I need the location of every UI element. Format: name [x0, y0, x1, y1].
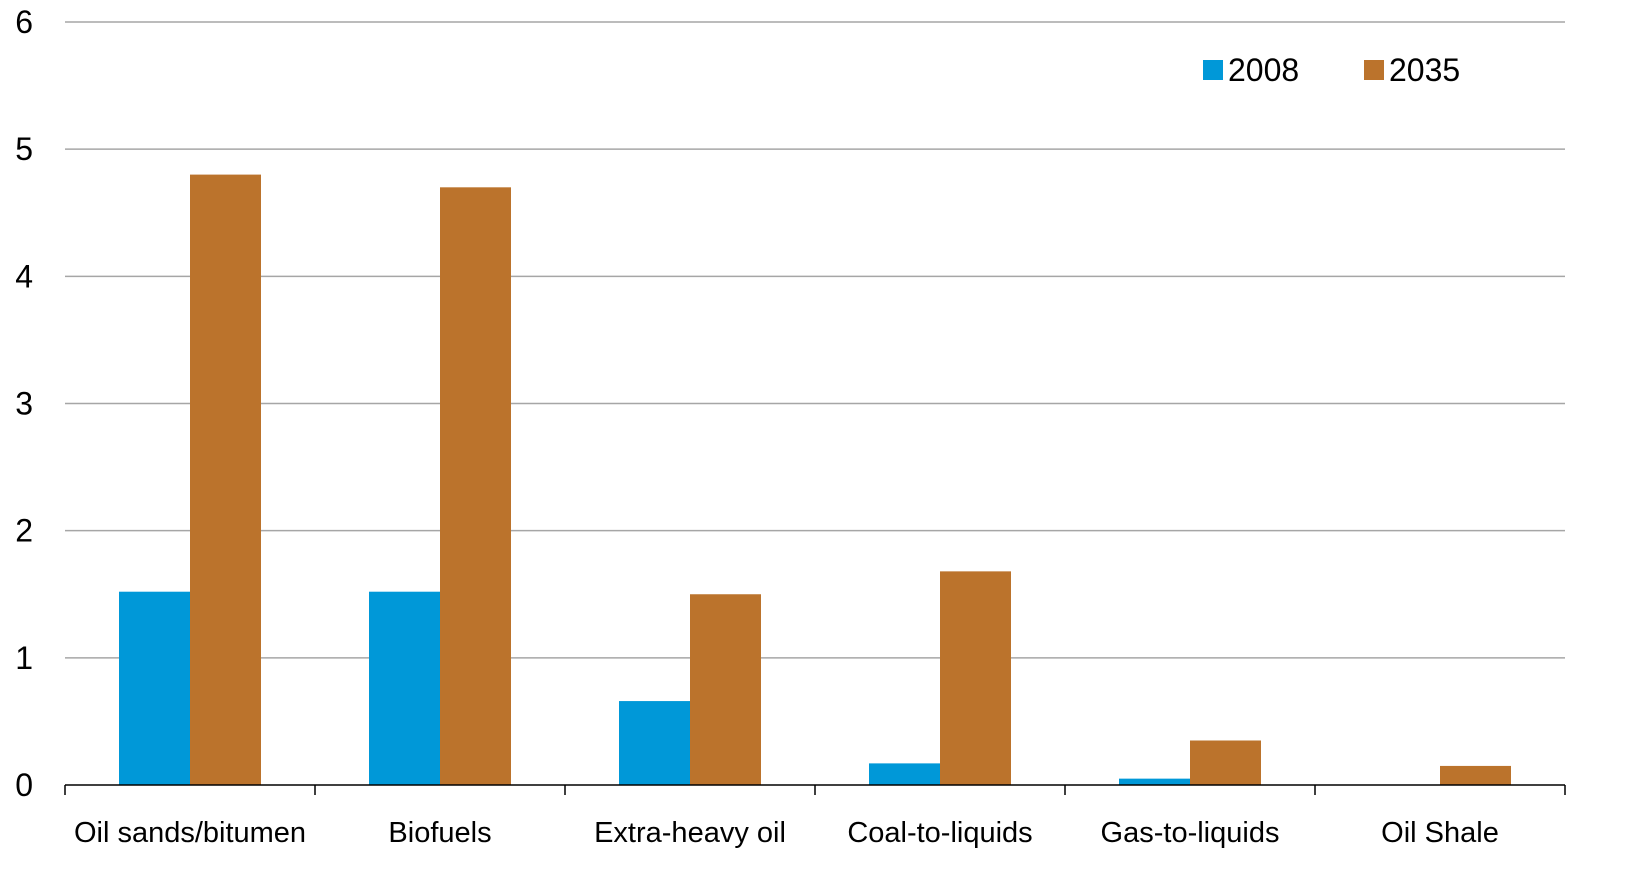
bar-2008-1 — [369, 591, 440, 785]
legend-swatch-2035 — [1364, 60, 1384, 80]
bar-2035-0 — [190, 174, 261, 786]
bar-2035-1 — [440, 187, 511, 786]
gridlines — [65, 21, 1565, 659]
x-axis — [64, 784, 1566, 795]
y-tick-label: 0 — [15, 767, 33, 803]
bar-2035-3 — [940, 571, 1011, 785]
bar-2008-4 — [1119, 778, 1190, 785]
y-tick-label: 3 — [15, 386, 33, 422]
bar-2035-4 — [1190, 740, 1261, 785]
y-tick-label: 6 — [15, 4, 33, 40]
category-label: Coal-to-liquids — [847, 817, 1032, 849]
category-label: Oil sands/bitumen — [74, 817, 306, 849]
y-tick-label: 1 — [15, 640, 33, 676]
bars — [119, 174, 1511, 786]
category-label: Oil Shale — [1381, 817, 1499, 849]
category-labels: Oil sands/bitumen Biofuels Extra-heavy oil… — [74, 817, 1499, 849]
legend-label-2008: 2008 — [1228, 52, 1299, 88]
legend: 2008 2035 — [1203, 52, 1460, 88]
legend-label-2035: 2035 — [1389, 52, 1460, 88]
category-label: Extra-heavy oil — [594, 817, 786, 849]
y-tick-label: 2 — [15, 513, 33, 549]
y-tick-labels: 0 1 2 3 4 5 6 — [15, 4, 33, 803]
category-label: Gas-to-liquids — [1101, 817, 1280, 849]
bar-2035-2 — [690, 594, 761, 785]
bar-2008-0 — [119, 591, 190, 785]
y-tick-label: 5 — [15, 131, 33, 167]
y-tick-label: 4 — [15, 258, 33, 294]
legend-swatch-2008 — [1203, 60, 1223, 80]
bar-2008-3 — [869, 763, 940, 785]
bar-2035-5 — [1440, 765, 1511, 785]
bar-2008-2 — [619, 701, 690, 785]
category-label: Biofuels — [388, 817, 491, 849]
